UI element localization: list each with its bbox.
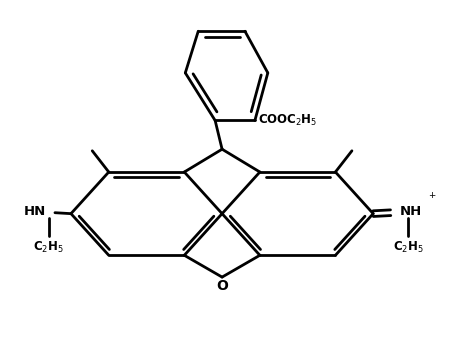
Text: O: O <box>216 279 228 293</box>
Text: C$_2$H$_5$: C$_2$H$_5$ <box>34 239 64 255</box>
Text: COOC$_2$H$_5$: COOC$_2$H$_5$ <box>258 113 318 128</box>
Text: C$_2$H$_5$: C$_2$H$_5$ <box>392 239 423 255</box>
Text: $^+$: $^+$ <box>428 192 438 205</box>
Text: HN: HN <box>24 205 46 218</box>
Text: NH: NH <box>400 205 422 218</box>
